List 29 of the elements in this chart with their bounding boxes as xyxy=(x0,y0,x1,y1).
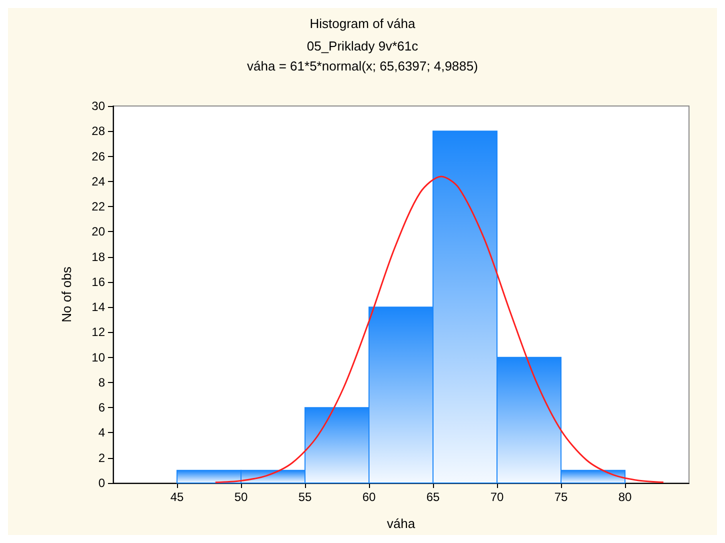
y-tick-label: 22 xyxy=(92,200,106,214)
x-tick-label: 55 xyxy=(298,490,312,504)
y-tick-label: 12 xyxy=(92,325,106,340)
x-axis-title: váha xyxy=(386,516,416,531)
y-tick-label: 4 xyxy=(98,426,106,440)
y-tick-label: 24 xyxy=(92,174,106,188)
y-tick-label: 28 xyxy=(92,124,106,138)
x-tick-label: 70 xyxy=(490,490,504,504)
x-tick-label: 80 xyxy=(618,490,632,504)
y-tick-label: 18 xyxy=(92,250,106,264)
y-tick-label: 0 xyxy=(98,476,106,490)
x-tick-label: 75 xyxy=(554,490,568,504)
x-tick-label: 60 xyxy=(362,490,376,504)
x-tick-label: 50 xyxy=(234,490,248,504)
y-tick-label: 20 xyxy=(92,224,106,239)
y-tick-label: 6 xyxy=(98,400,106,415)
x-tick-label: 65 xyxy=(426,490,440,504)
y-tick-label: 16 xyxy=(92,274,106,289)
line-series xyxy=(214,176,664,484)
y-tick-label: 8 xyxy=(98,375,106,390)
y-axis-title: No of obs xyxy=(59,266,74,322)
y-tick-label: 14 xyxy=(92,300,106,314)
y-tick-label: 10 xyxy=(92,350,106,364)
y-tick-label: 26 xyxy=(92,149,106,164)
y-tick-label: 2 xyxy=(98,450,106,465)
chart-subtitle: 05_Priklady 9v*61c váha = 61*5*normal(x; 65,6397; 4,9885) xyxy=(247,38,478,74)
y-tick-label: 30 xyxy=(92,99,106,113)
chart-title: Histogram of váha xyxy=(310,16,416,31)
x-tick-label: 45 xyxy=(170,490,184,504)
